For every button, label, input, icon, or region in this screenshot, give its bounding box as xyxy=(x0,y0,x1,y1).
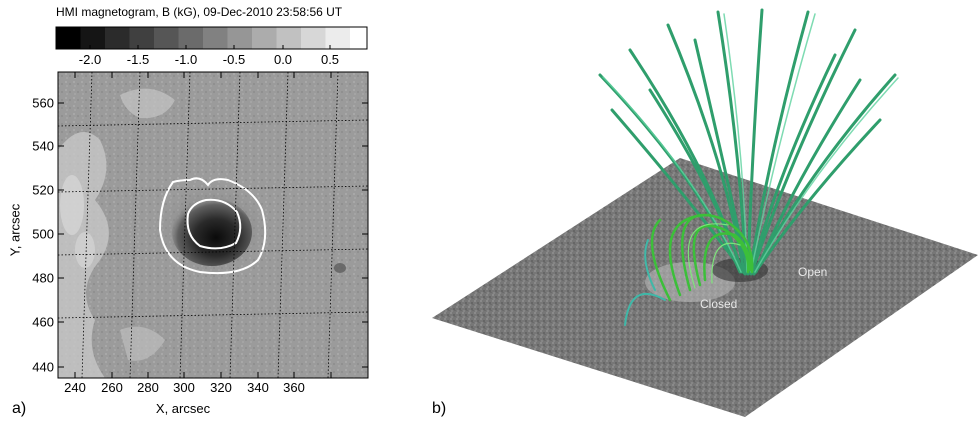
x-tick-label: 300 xyxy=(173,380,195,395)
y-tick-label: 540 xyxy=(32,138,54,154)
colorbar-tick: -1.5 xyxy=(126,52,150,67)
x-tick-label: 320 xyxy=(210,380,232,395)
y-tick-label: 460 xyxy=(32,314,54,330)
colorbar-tick: -2.0 xyxy=(78,52,102,67)
y-tick-label: 520 xyxy=(32,182,54,198)
x-tick-label: 280 xyxy=(137,380,159,395)
x-tick-label: 360 xyxy=(283,380,305,395)
y-tick-label: 500 xyxy=(32,226,54,242)
colorbar-tick: 0.5 xyxy=(320,52,340,67)
x-axis-label: X, arcsec xyxy=(155,401,211,416)
x-tick-label: 340 xyxy=(247,380,269,395)
colorbar-tick: -0.5 xyxy=(222,52,246,67)
colorbar-tick: 0.0 xyxy=(273,52,293,67)
field-lines-3d xyxy=(432,8,978,417)
colorbar xyxy=(55,26,368,50)
x-tick-label: 260 xyxy=(101,380,123,395)
panel-a-label: a) xyxy=(12,400,27,417)
annotation-open: Open xyxy=(798,265,828,279)
colorbar-tick: -1.0 xyxy=(174,52,198,67)
y-tick-label: 560 xyxy=(32,95,54,111)
y-tick-label: 480 xyxy=(32,270,54,286)
x-tick-label: 240 xyxy=(64,380,86,395)
panel-b-label: b) xyxy=(432,400,447,417)
magnetogram-title: HMI magnetogram, B (kG), 09-Dec-2010 23:… xyxy=(56,5,343,19)
y-tick-label: 440 xyxy=(32,359,54,375)
magnetogram-image xyxy=(57,71,369,379)
annotation-closed: Closed xyxy=(700,297,738,311)
